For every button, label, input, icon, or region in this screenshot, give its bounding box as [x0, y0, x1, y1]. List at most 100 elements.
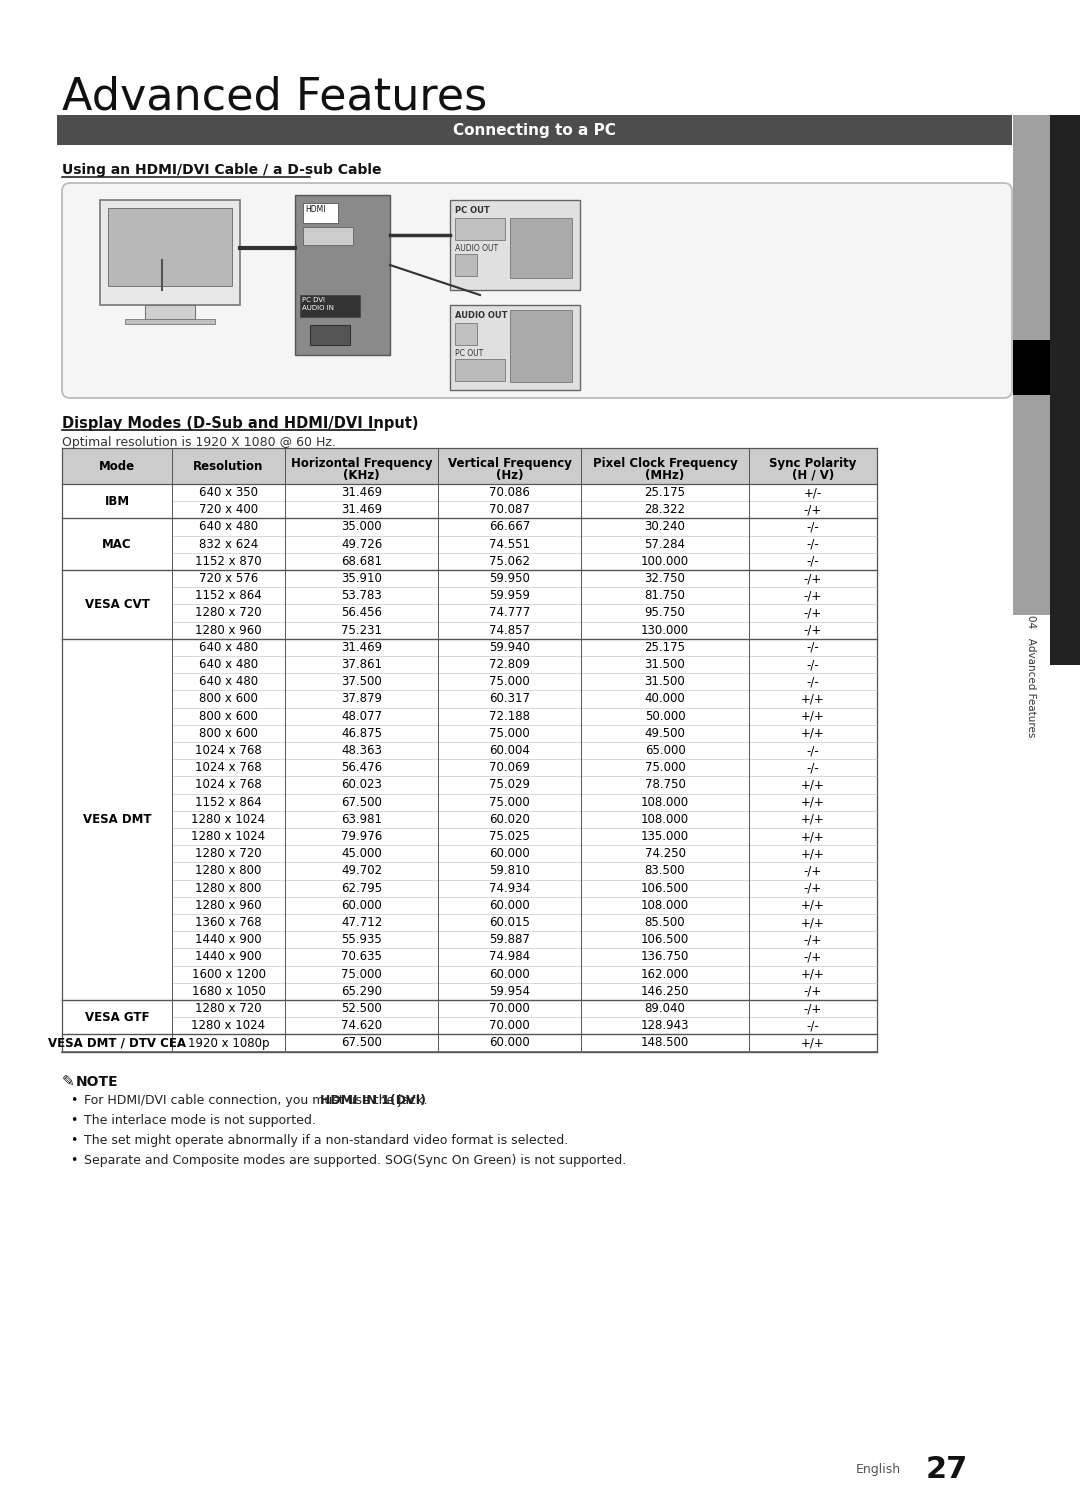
Text: 53.783: 53.783	[341, 589, 382, 602]
Text: 1152 x 864: 1152 x 864	[195, 796, 261, 808]
Text: 1360 x 768: 1360 x 768	[195, 916, 261, 929]
Text: Sync Polarity: Sync Polarity	[769, 457, 856, 471]
Text: 28.322: 28.322	[645, 503, 686, 517]
Text: -/+: -/+	[804, 623, 822, 636]
Text: -/+: -/+	[804, 881, 822, 895]
Text: 48.363: 48.363	[341, 744, 382, 757]
Text: The interlace mode is not supported.: The interlace mode is not supported.	[84, 1113, 315, 1126]
Text: 75.000: 75.000	[341, 968, 382, 980]
Text: 74.777: 74.777	[489, 607, 530, 620]
Bar	[295, 196, 390, 356]
Text: -/-: -/-	[807, 520, 820, 533]
Text: -/+: -/+	[804, 865, 822, 877]
Text: 1152 x 870: 1152 x 870	[195, 554, 261, 568]
Text: 50.000: 50.000	[645, 710, 686, 723]
Text: 108.000: 108.000	[640, 796, 689, 808]
Text: 74.551: 74.551	[489, 538, 530, 551]
Text: 70.000: 70.000	[489, 1002, 530, 1014]
Text: 31.500: 31.500	[645, 675, 686, 689]
Text: 55.935: 55.935	[341, 934, 382, 946]
Bar	[510, 218, 572, 278]
Text: 40.000: 40.000	[645, 693, 686, 705]
Text: +/+: +/+	[801, 728, 825, 740]
Bar	[62, 639, 877, 999]
Text: 74.620: 74.620	[341, 1019, 382, 1032]
Text: 32.750: 32.750	[645, 572, 686, 586]
Text: 1280 x 800: 1280 x 800	[195, 865, 261, 877]
Text: 75.025: 75.025	[489, 831, 530, 843]
Text: 60.015: 60.015	[489, 916, 530, 929]
Text: 62.795: 62.795	[341, 881, 382, 895]
Text: 60.000: 60.000	[489, 899, 530, 911]
Text: 74.984: 74.984	[489, 950, 530, 964]
Text: (H / V): (H / V)	[792, 469, 834, 483]
Text: 640 x 480: 640 x 480	[199, 657, 258, 671]
Text: 1280 x 1024: 1280 x 1024	[191, 831, 266, 843]
Text: 37.879: 37.879	[341, 693, 382, 705]
Text: 1440 x 900: 1440 x 900	[195, 950, 261, 964]
Bar	[455, 323, 477, 345]
Text: •: •	[70, 1134, 78, 1146]
Text: 1280 x 800: 1280 x 800	[195, 881, 261, 895]
Text: Pixel Clock Frequency: Pixel Clock Frequency	[593, 457, 738, 471]
Text: 162.000: 162.000	[640, 968, 689, 980]
Bar	[1050, 115, 1080, 665]
Text: -/-: -/-	[807, 538, 820, 551]
Text: +/+: +/+	[801, 1037, 825, 1049]
Bar	[455, 218, 505, 241]
Text: +/+: +/+	[801, 778, 825, 792]
Bar	[125, 320, 215, 324]
Bar	[100, 200, 240, 305]
Text: +/+: +/+	[801, 968, 825, 980]
Text: Connecting to a PC: Connecting to a PC	[453, 123, 616, 137]
Text: Using an HDMI/DVI Cable / a D-sub Cable: Using an HDMI/DVI Cable / a D-sub Cable	[62, 163, 381, 176]
Text: +/+: +/+	[801, 847, 825, 861]
Text: 56.456: 56.456	[341, 607, 382, 620]
Text: -/+: -/+	[804, 985, 822, 998]
Text: 1280 x 960: 1280 x 960	[195, 623, 261, 636]
Text: 70.087: 70.087	[489, 503, 530, 517]
Bar	[62, 484, 877, 518]
Text: 74.857: 74.857	[489, 623, 530, 636]
Text: 89.040: 89.040	[645, 1002, 686, 1014]
Text: 31.469: 31.469	[341, 503, 382, 517]
Text: 75.000: 75.000	[489, 675, 530, 689]
Text: +/+: +/+	[801, 813, 825, 826]
Text: 25.175: 25.175	[645, 641, 686, 654]
Text: 66.667: 66.667	[489, 520, 530, 533]
Text: 83.500: 83.500	[645, 865, 686, 877]
Text: 27: 27	[926, 1455, 969, 1484]
Text: 49.500: 49.500	[645, 728, 686, 740]
Bar	[450, 305, 580, 390]
Text: IBM: IBM	[105, 495, 130, 508]
Text: 60.000: 60.000	[489, 1037, 530, 1049]
Text: -/-: -/-	[807, 1019, 820, 1032]
Text: 68.681: 68.681	[341, 554, 382, 568]
Text: 75.000: 75.000	[489, 796, 530, 808]
Text: MAC: MAC	[103, 538, 132, 551]
Text: Display Modes (D-Sub and HDMI/DVI Input): Display Modes (D-Sub and HDMI/DVI Input)	[62, 415, 419, 430]
Text: Optimal resolution is 1920 X 1080 @ 60 Hz.: Optimal resolution is 1920 X 1080 @ 60 H…	[62, 436, 336, 450]
Text: 74.934: 74.934	[489, 881, 530, 895]
Text: 1280 x 720: 1280 x 720	[195, 847, 261, 861]
Text: 31.469: 31.469	[341, 486, 382, 499]
Text: +/+: +/+	[801, 831, 825, 843]
Text: (MHz): (MHz)	[646, 469, 685, 483]
Text: 136.750: 136.750	[640, 950, 689, 964]
Text: 106.500: 106.500	[640, 881, 689, 895]
Text: 640 x 480: 640 x 480	[199, 520, 258, 533]
Text: 640 x 480: 640 x 480	[199, 641, 258, 654]
Text: 60.000: 60.000	[341, 899, 382, 911]
Text: 56.476: 56.476	[341, 762, 382, 774]
Text: VESA CVT: VESA CVT	[84, 598, 149, 611]
Text: 60.000: 60.000	[489, 847, 530, 861]
Bar	[300, 294, 360, 317]
Text: -/-: -/-	[807, 762, 820, 774]
Text: -/-: -/-	[807, 641, 820, 654]
Text: 1280 x 1024: 1280 x 1024	[191, 813, 266, 826]
Text: VESA GTF: VESA GTF	[84, 1011, 149, 1023]
Text: 78.750: 78.750	[645, 778, 686, 792]
Bar	[62, 1034, 877, 1052]
Text: 1280 x 720: 1280 x 720	[195, 1002, 261, 1014]
Text: 52.500: 52.500	[341, 1002, 382, 1014]
